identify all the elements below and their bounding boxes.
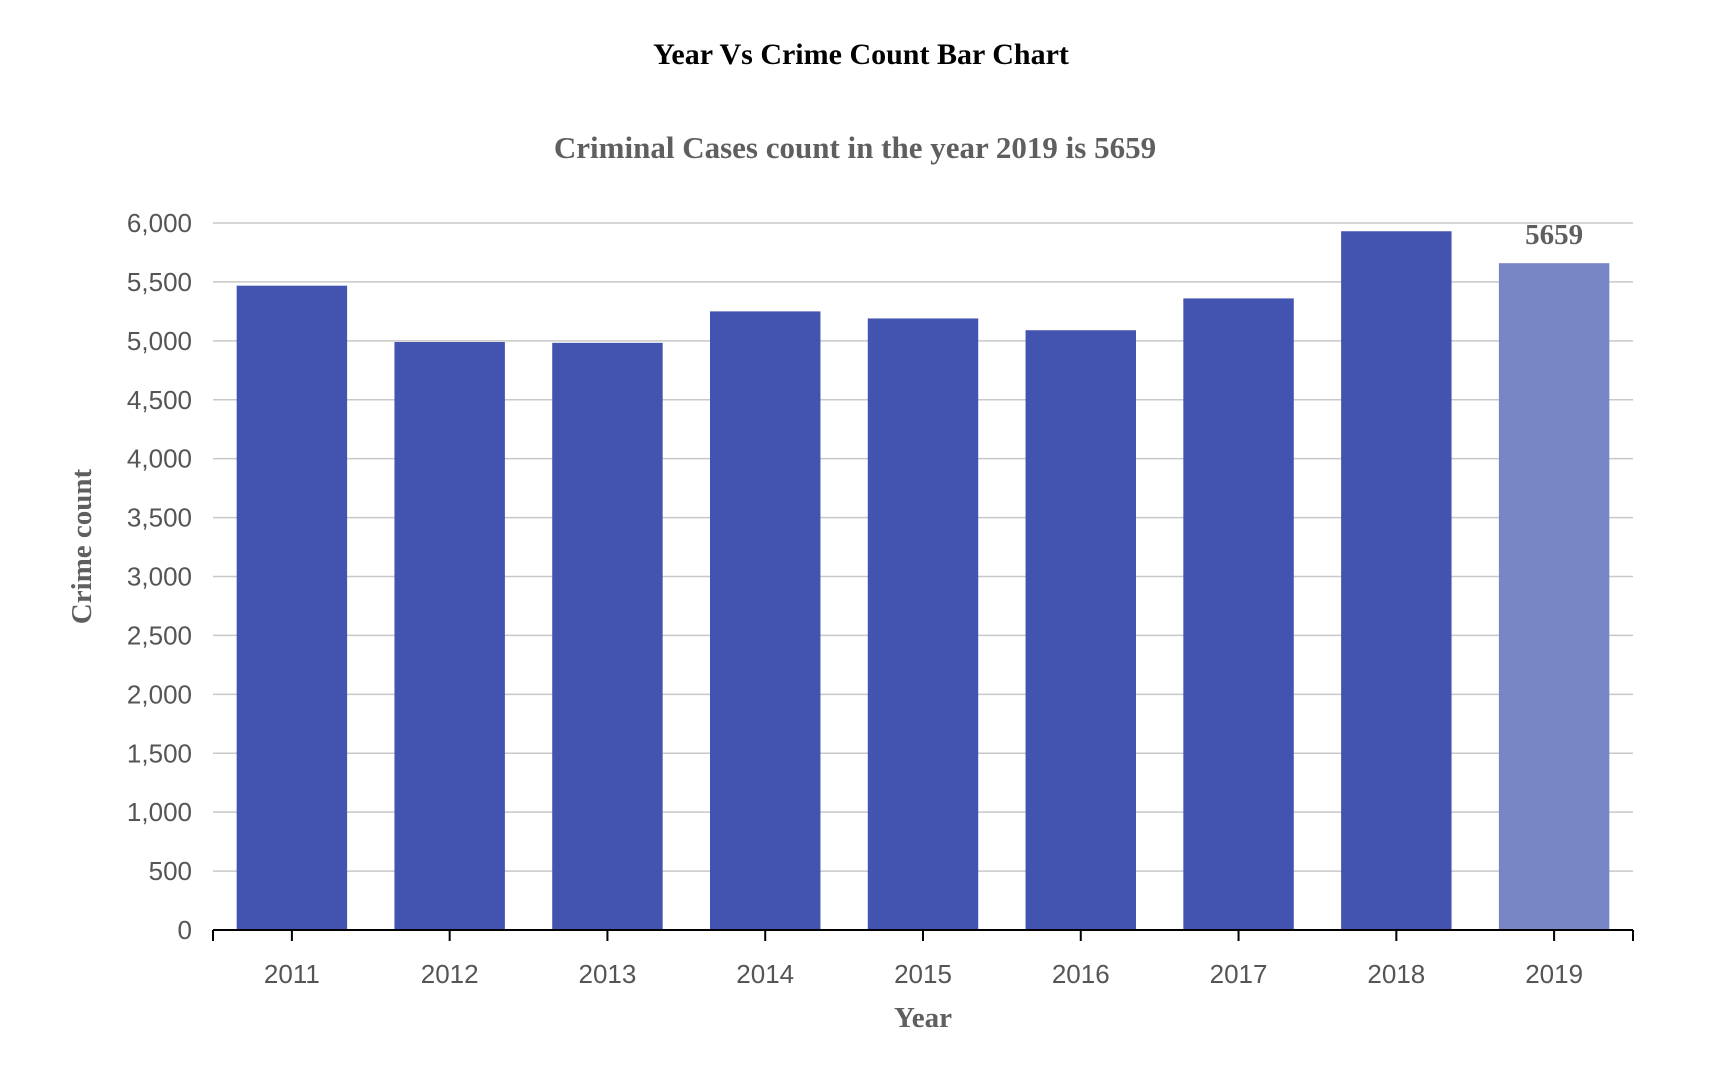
- y-tick-label: 1,500: [127, 738, 192, 768]
- data-label-2019: 5659: [1525, 219, 1583, 251]
- bar-2016[interactable]: [1025, 330, 1136, 930]
- bar-2017[interactable]: [1183, 298, 1294, 930]
- y-tick-label: 4,500: [127, 385, 192, 415]
- x-tick-label: 2018: [1367, 959, 1425, 989]
- labels: 0 500 1,000 1,500 2,000 2,500 3,000 3,500 4,000 4…: [127, 208, 1583, 989]
- bar-2014[interactable]: [710, 311, 821, 930]
- bars: [236, 231, 1610, 930]
- x-tick-label: 2011: [264, 959, 320, 989]
- x-tick-label: 2016: [1052, 959, 1110, 989]
- y-tick-label: 3,500: [127, 503, 192, 533]
- y-tick-label: 5,000: [127, 326, 192, 356]
- x-tick-label: 2015: [894, 959, 952, 989]
- y-tick-label: 2,000: [127, 679, 192, 709]
- x-axis-title: Year: [894, 1002, 952, 1034]
- x-tick-label: 2017: [1210, 959, 1268, 989]
- y-tick-label: 6,000: [127, 208, 192, 238]
- axes: [212, 929, 1634, 941]
- y-tick-label: 2,500: [127, 620, 192, 650]
- y-axis-title: Crime count: [66, 468, 98, 624]
- y-tick-label: 500: [149, 856, 192, 886]
- y-tick-label: 1,000: [127, 797, 192, 827]
- y-tick-label: 4,000: [127, 444, 192, 474]
- bar-2018[interactable]: [1341, 231, 1452, 930]
- x-tick-label: 2019: [1525, 959, 1583, 989]
- x-tick-label: 2013: [579, 959, 637, 989]
- bar-2011[interactable]: [236, 285, 348, 930]
- chart-subtitle: Criminal Cases count in the year 2019 is…: [554, 130, 1156, 165]
- bar-2019[interactable]: [1498, 263, 1610, 930]
- y-tick-label: 0: [178, 915, 192, 945]
- bar-2012[interactable]: [394, 342, 505, 930]
- chart-title: Year Vs Crime Count Bar Chart: [653, 38, 1069, 71]
- y-tick-label: 5,500: [127, 267, 192, 297]
- y-tick-label: 3,000: [127, 562, 192, 592]
- bar-2015[interactable]: [867, 318, 979, 930]
- bar-2013[interactable]: [552, 342, 663, 930]
- x-tick-label: 2012: [421, 959, 479, 989]
- x-tick-label: 2014: [736, 959, 794, 989]
